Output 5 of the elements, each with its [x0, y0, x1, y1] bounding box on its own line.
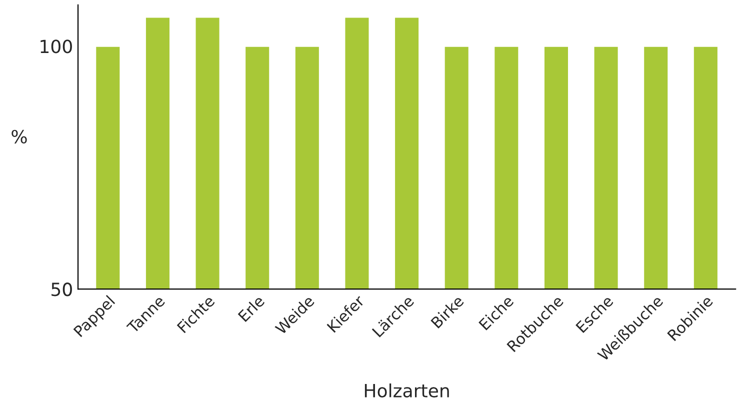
x-axis-title: Holzarten	[364, 383, 449, 398]
x-tick-label: Erle	[237, 294, 266, 322]
y-tick-label: 50	[52, 282, 72, 296]
y-tick-label: 100	[40, 40, 72, 54]
y-axis-title: %	[12, 130, 27, 144]
